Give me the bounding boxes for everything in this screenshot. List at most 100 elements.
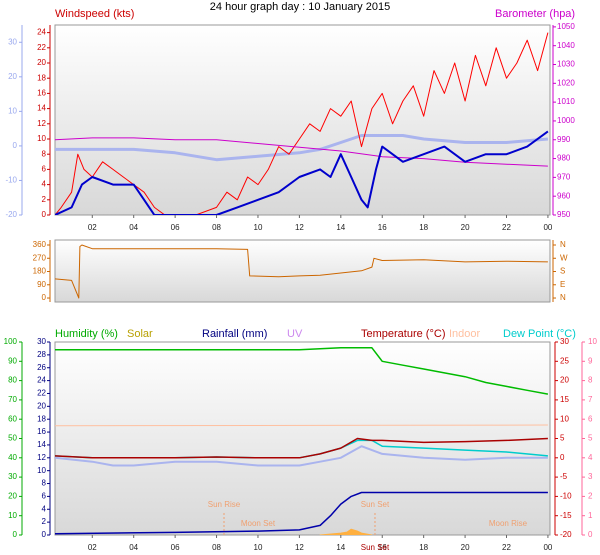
y-tick-label: 10 [37,466,46,475]
y-tick-label: 8 [42,149,47,158]
x-tick-label: 16 [378,223,387,232]
x-tick-label: 10 [254,543,263,552]
y-tick-label: 10 [37,134,46,143]
y-tick-label: 270 [33,253,47,262]
y-tick-label: 0 [588,530,593,539]
y-tick-label: 0 [42,210,47,219]
x-tick-label: 02 [88,543,97,552]
sun-label: Sun Rise [208,500,241,509]
y-tick-label: -15 [560,511,572,520]
axis-title: Temperature (°C) [361,328,445,340]
axis-title: UV [287,328,303,340]
data-line [55,347,549,395]
y-tick-label: 50 [8,434,17,443]
y-tick-label: N [560,240,566,249]
x-tick-label: 10 [254,223,263,232]
y-tick-label: 3 [588,472,593,481]
axis-title: Barometer (hpa) [495,8,575,20]
y-tick-label: 980 [557,154,571,163]
axis-title: Rainfall (mm) [202,328,267,340]
axis-title: Solar [127,328,153,340]
y-tick-label: 0 [42,293,47,302]
y-tick-label: 26 [37,363,46,372]
y-tick-label: -10 [5,176,17,185]
y-tick-label: 4 [42,180,47,189]
y-tick-label: 9 [588,356,593,365]
y-tick-label: 0 [42,530,47,539]
data-line [55,437,548,459]
y-tick-label: 10 [8,106,17,115]
axis-title: Indoor [449,328,481,340]
x-tick-label: 22 [502,223,511,232]
series-group [55,244,548,299]
chart-title: 24 hour graph day : 10 January 2015 [210,1,390,13]
x-tick-label: 06 [171,223,180,232]
y-tick-label: 6 [42,165,47,174]
y-tick-label: 8 [588,376,593,385]
y-tick-label: 24 [37,28,46,37]
plot-area [54,24,551,216]
data-line [319,528,373,535]
y-tick-label: 990 [557,135,571,144]
y-tick-label: 360 [33,240,47,249]
y-tick-label: -20 [5,210,17,219]
x-tick-label: 04 [129,223,138,232]
y-tick-label: 6 [588,414,593,423]
y-tick-label: -5 [560,472,568,481]
y-tick-label: 1020 [557,78,575,87]
series-group [55,347,549,535]
y-tick-label: 30 [8,472,17,481]
y-tick-label: 970 [557,172,571,181]
y-tick-label: -10 [560,492,572,501]
data-line [55,130,549,215]
y-tick-label: 7 [588,395,593,404]
y-tick-label: 25 [560,356,569,365]
y-tick-label: 5 [560,434,565,443]
x-tick-label: 20 [461,223,470,232]
data-line [55,445,548,467]
x-tick-label: 20 [461,543,470,552]
data-line [55,491,548,535]
x-tick-label: 22 [502,543,511,552]
y-tick-label: 960 [557,191,571,200]
y-tick-label: 30 [560,337,569,346]
y-tick-label: 4 [588,453,593,462]
y-tick-label: 20 [37,58,46,67]
x-tick-label: 14 [336,543,345,552]
y-tick-label: 28 [37,350,46,359]
y-tick-label: 18 [37,73,46,82]
x-tick-label: 14 [336,223,345,232]
x-tick-label: 00 [543,543,552,552]
y-tick-label: E [560,280,565,289]
y-tick-label: 2 [42,195,47,204]
y-tick-label: 0 [560,453,565,462]
data-line [55,424,548,427]
y-tick-label: 24 [37,376,46,385]
y-tick-label: 1010 [557,97,575,106]
y-tick-label: 18 [37,414,46,423]
x-marker-label: Sun Set [361,543,390,552]
y-tick-label: W [560,253,568,262]
y-tick-label: 10 [560,414,569,423]
y-tick-label: 2 [42,517,47,526]
y-tick-label: 16 [37,89,46,98]
y-tick-label: 0 [13,530,18,539]
y-tick-label: 20 [560,376,569,385]
y-tick-label: 40 [8,453,17,462]
y-tick-label: 10 [8,511,17,520]
y-tick-label: -20 [560,530,572,539]
y-tick-label: 14 [37,104,46,113]
x-tick-label: 16 [378,543,387,552]
y-tick-label: 950 [557,210,571,219]
y-tick-label: S [560,267,565,276]
y-tick-label: 15 [560,395,569,404]
y-tick-label: 1050 [557,22,575,31]
y-tick-label: 1000 [557,116,575,125]
x-tick-label: 06 [171,543,180,552]
axis-title: Dew Point (°C) [503,328,576,340]
y-tick-label: 90 [8,356,17,365]
y-tick-label: 20 [8,492,17,501]
x-tick-label: 08 [212,543,221,552]
moon-label: Moon Rise [489,519,528,528]
